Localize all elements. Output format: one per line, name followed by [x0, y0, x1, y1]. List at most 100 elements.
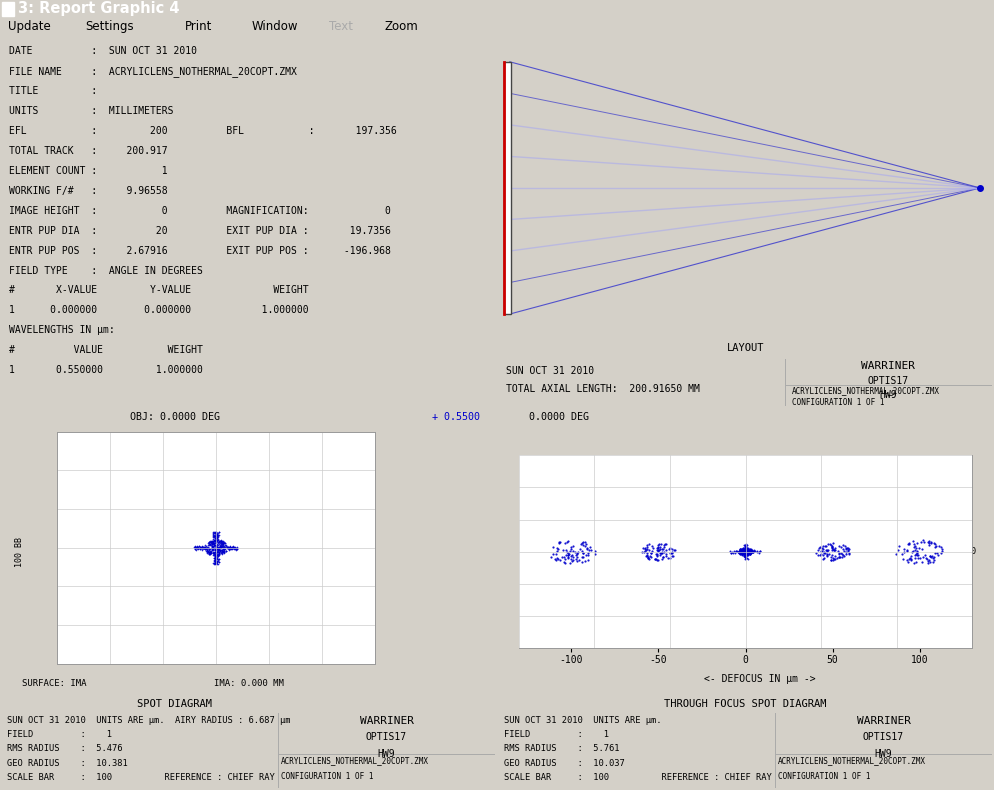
Point — [579, 537, 594, 550]
Point — [913, 536, 929, 548]
Point — [212, 535, 228, 547]
Point — [914, 543, 930, 555]
Point — [727, 545, 743, 558]
Text: OPTIS17: OPTIS17 — [366, 732, 408, 743]
Point — [211, 542, 227, 555]
Point — [197, 539, 213, 551]
Point — [640, 551, 656, 563]
Point — [201, 545, 217, 558]
Point — [823, 539, 839, 551]
Point — [209, 553, 225, 566]
Point — [813, 547, 829, 560]
Point — [216, 544, 232, 557]
Point — [206, 529, 222, 542]
Point — [213, 545, 229, 558]
Point — [205, 540, 221, 553]
Point — [741, 547, 756, 560]
Point — [809, 544, 825, 556]
Point — [208, 548, 224, 561]
Point — [639, 546, 655, 559]
Point — [569, 548, 584, 561]
Point — [566, 544, 581, 557]
Point — [749, 546, 765, 559]
Point — [223, 542, 239, 555]
Point — [907, 537, 922, 550]
Point — [723, 546, 739, 559]
Point — [228, 543, 244, 555]
Point — [206, 539, 222, 551]
Point — [207, 544, 223, 556]
Point — [741, 543, 756, 555]
Point — [187, 542, 203, 555]
Point — [650, 540, 666, 553]
Point — [207, 556, 223, 569]
Point — [207, 556, 223, 569]
Point — [824, 540, 840, 553]
Point — [207, 534, 223, 547]
Point — [217, 537, 233, 550]
Point — [661, 543, 677, 555]
Point — [222, 541, 238, 554]
Point — [574, 544, 589, 557]
Point — [734, 547, 749, 559]
Point — [207, 547, 223, 560]
Point — [738, 544, 753, 557]
Point — [733, 547, 748, 560]
Point — [200, 544, 216, 556]
Point — [212, 544, 228, 556]
Point — [735, 547, 750, 559]
Point — [223, 542, 239, 555]
Point — [214, 544, 230, 557]
Point — [737, 546, 752, 559]
Point — [736, 547, 751, 559]
Point — [576, 536, 591, 548]
Point — [216, 545, 232, 558]
Point — [202, 547, 218, 560]
Point — [654, 542, 670, 555]
Point — [215, 547, 231, 560]
Point — [642, 550, 658, 562]
Point — [667, 544, 683, 556]
Point — [744, 547, 759, 559]
Point — [206, 546, 222, 559]
Point — [209, 531, 225, 544]
Point — [553, 553, 569, 566]
Point — [740, 543, 755, 555]
Text: SUN OCT 31 2010  UNITS ARE µm.: SUN OCT 31 2010 UNITS ARE µm. — [504, 716, 661, 724]
Text: CONFIGURATION 1 OF 1: CONFIGURATION 1 OF 1 — [777, 773, 870, 781]
Point — [206, 541, 222, 554]
Point — [209, 553, 225, 566]
Point — [726, 547, 742, 559]
Point — [815, 552, 831, 565]
Point — [733, 545, 748, 558]
Point — [927, 537, 943, 550]
Point — [209, 555, 225, 568]
Point — [899, 545, 914, 558]
Point — [926, 536, 942, 549]
Point — [738, 540, 753, 553]
Point — [205, 548, 221, 561]
Point — [734, 546, 749, 559]
Point — [208, 532, 224, 544]
Text: Zoom: Zoom — [385, 20, 418, 33]
Point — [742, 547, 757, 559]
Text: FIELD         :    1: FIELD : 1 — [504, 730, 609, 739]
Point — [216, 546, 232, 559]
Point — [734, 543, 749, 555]
Point — [225, 540, 241, 553]
Point — [818, 540, 834, 552]
Point — [224, 543, 240, 555]
Point — [889, 547, 905, 560]
Point — [833, 547, 849, 559]
Point — [927, 540, 943, 553]
Point — [206, 557, 222, 570]
Point — [740, 545, 755, 558]
Point — [656, 539, 672, 551]
Point — [723, 547, 739, 559]
Point — [210, 531, 226, 544]
Point — [208, 527, 224, 540]
Point — [194, 542, 210, 555]
Point — [926, 551, 942, 563]
Point — [207, 542, 223, 555]
Point — [641, 538, 657, 551]
